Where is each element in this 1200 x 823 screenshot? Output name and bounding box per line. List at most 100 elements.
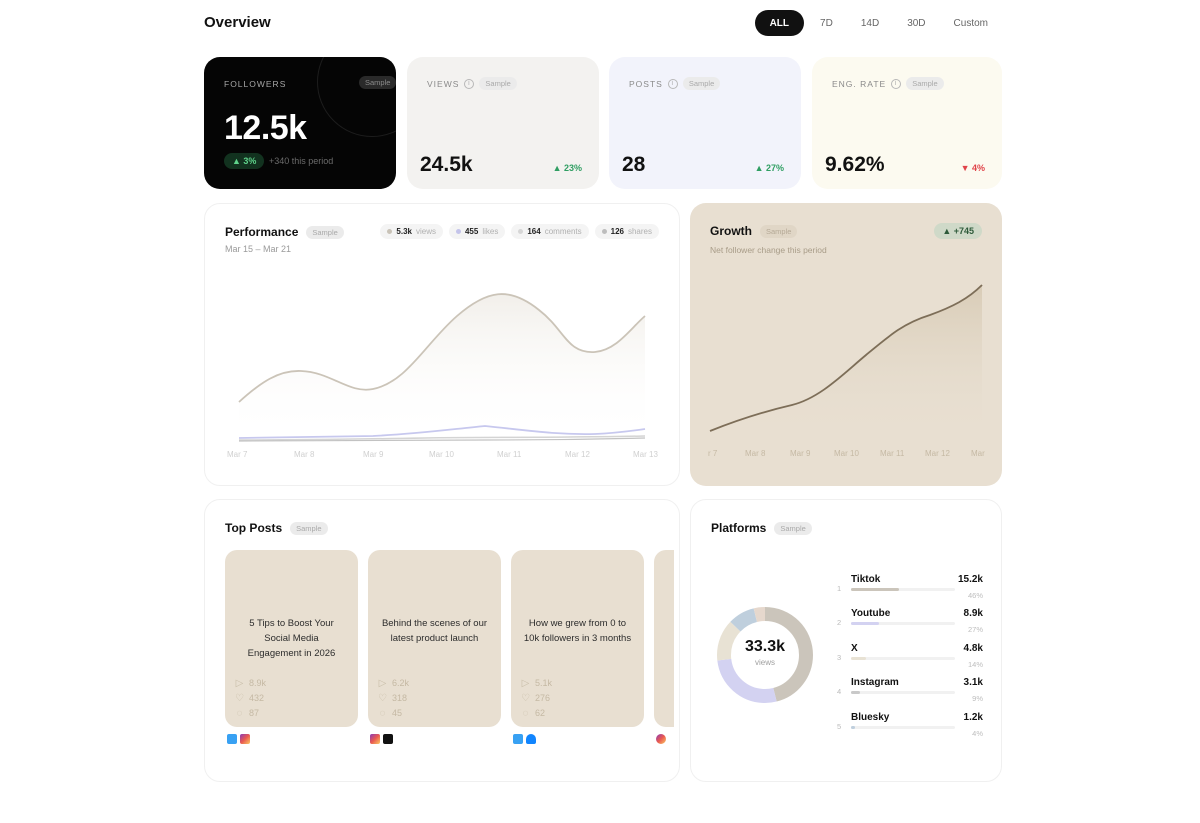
platform-bar-fill	[851, 691, 861, 694]
growth-title: Growth Sample	[710, 224, 798, 238]
posts-delta: ▲ 27%	[754, 163, 784, 173]
info-icon[interactable]: i	[891, 78, 902, 89]
post-platforms	[513, 734, 536, 744]
x-tick: Mar 7	[227, 450, 248, 459]
growth-delta: ▲ +745	[934, 223, 982, 239]
followers-card: FOLLOWERS Sample 12.5k ▲ 3% +340 this pe…	[204, 57, 396, 189]
x-tick: Mar 12	[925, 449, 950, 458]
performance-card: Performance Sample Mar 15 – Mar 21 5.3k v…	[204, 203, 680, 486]
comment-icon: ◌	[522, 708, 529, 719]
range-tab-custom[interactable]: Custom	[953, 17, 988, 29]
donut-x[interactable]	[717, 607, 813, 703]
views-area	[239, 294, 645, 440]
platform-row-youtube[interactable]: 2 Youtube 8.9k 27%	[837, 608, 983, 642]
legend-likes[interactable]: 455 likes	[448, 224, 506, 239]
legend-shares[interactable]: 126 shares	[594, 224, 659, 239]
info-icon[interactable]: i	[464, 78, 475, 89]
x-tick: Mar 11	[497, 450, 522, 459]
post-platforms	[656, 734, 666, 744]
post-comments: 62	[535, 708, 546, 718]
followers-period: +340 this period	[269, 156, 334, 166]
range-tab-14d[interactable]: 14D	[860, 17, 880, 29]
bluesky-icon	[526, 734, 536, 744]
platforms-title-text: Platforms	[711, 521, 767, 535]
platform-bar	[851, 622, 955, 625]
platform-pct: 9%	[972, 694, 983, 703]
views-label-text: VIEWS	[427, 78, 460, 89]
post-card[interactable]: How we grew from 0 to 10k followers in 3…	[511, 550, 644, 727]
sample-badge: Sample	[306, 225, 344, 239]
post-title: Behind the scenes of our latest product …	[381, 618, 488, 644]
date-range: Mar 15 – Mar 21	[225, 244, 292, 254]
post-comments: 45	[392, 708, 403, 718]
legend-value: 5.3k	[396, 227, 412, 236]
platform-row-x[interactable]: 3 X 4.8k 14%	[837, 643, 983, 677]
post-platforms	[227, 734, 250, 744]
post-likes: 318	[392, 693, 408, 703]
post-likes: 432	[249, 693, 265, 703]
post-card[interactable]: 5 Tips to Boost Your Social Media Engage…	[225, 550, 358, 727]
post-card-partial[interactable]	[654, 550, 674, 727]
play-icon: ▷	[521, 678, 530, 689]
eng-rate-label-text: ENG. RATE	[832, 78, 887, 89]
growth-subtitle: Net follower change this period	[710, 245, 827, 255]
legend-views[interactable]: 5.3k views	[380, 224, 443, 239]
performance-title-text: Performance	[225, 225, 299, 239]
x-tick: Mar 8	[745, 449, 766, 458]
platform-bar-fill	[851, 622, 880, 625]
growth-area	[710, 285, 982, 439]
x-tick: r 7	[708, 449, 718, 458]
play-icon: ▷	[235, 678, 244, 689]
legend-comments[interactable]: 164 comments	[511, 224, 589, 239]
eng-rate-label: ENG. RATE i Sample	[832, 77, 944, 90]
top-posts-title: Top Posts Sample	[225, 521, 328, 535]
posts-value: 28	[622, 153, 646, 176]
header: Overview ALL 7D 14D 30D Custom	[204, 10, 1002, 38]
top-posts-title-text: Top Posts	[225, 521, 283, 535]
post-comments: 87	[249, 708, 260, 718]
platform-name: X	[851, 643, 858, 654]
post-views: 8.9k	[249, 678, 267, 688]
donut-bluesky[interactable]	[717, 607, 813, 703]
range-tab-7d[interactable]: 7D	[820, 17, 833, 29]
post-card[interactable]: Behind the scenes of our latest product …	[368, 550, 501, 727]
x-tick: Mar 12	[565, 450, 590, 459]
platform-row-tiktok[interactable]: 1 Tiktok 15.2k 46%	[837, 574, 983, 608]
platform-value: 3.1k	[963, 677, 983, 688]
legend-value: 164	[527, 227, 541, 236]
views-value: 24.5k	[420, 153, 473, 176]
info-icon[interactable]: i	[667, 78, 678, 89]
range-tab-all[interactable]: ALL	[754, 10, 805, 36]
platform-row-instagram[interactable]: 4 Instagram 3.1k 9%	[837, 677, 983, 711]
performance-chart	[238, 293, 646, 442]
performance-legend: 5.3k views 455 likes 164 comments 126 shares	[380, 224, 659, 239]
twitter-icon	[513, 734, 523, 744]
donut-youtube[interactable]	[717, 607, 813, 703]
dot-icon	[387, 229, 393, 234]
legend-label: likes	[482, 227, 499, 236]
eng-rate-delta: ▼ 4%	[960, 163, 985, 173]
heart-icon: ♡	[378, 693, 387, 704]
platform-row-bluesky[interactable]: 5 Bluesky 1.2k 4%	[837, 712, 983, 746]
sample-badge: Sample	[359, 76, 396, 89]
top-posts-card: Top Posts Sample 5 Tips to Boost Your So…	[204, 499, 680, 782]
growth-chart	[709, 284, 983, 439]
sample-badge: Sample	[760, 224, 798, 238]
legend-label: views	[415, 227, 436, 236]
platform-name: Tiktok	[851, 574, 881, 585]
range-tab-30d[interactable]: 30D	[907, 17, 926, 29]
platform-bar-fill	[851, 657, 866, 660]
comment-icon: ◌	[236, 708, 243, 719]
post-views: 5.1k	[535, 678, 553, 688]
views-line	[238, 293, 646, 403]
decorative-ring	[317, 57, 396, 137]
total-views: 33.3k	[744, 638, 786, 655]
x-tick: Mar 10	[429, 450, 454, 459]
eng-rate-card: ENG. RATE i Sample 9.62% ▼ 4%	[812, 57, 1002, 189]
shares-line	[238, 437, 646, 442]
platform-rank: 3	[837, 653, 842, 662]
instagram-icon	[370, 734, 380, 744]
followers-label: FOLLOWERS Sample	[224, 76, 396, 89]
x-tick: Mar 9	[363, 450, 384, 459]
platform-bar	[851, 588, 955, 591]
